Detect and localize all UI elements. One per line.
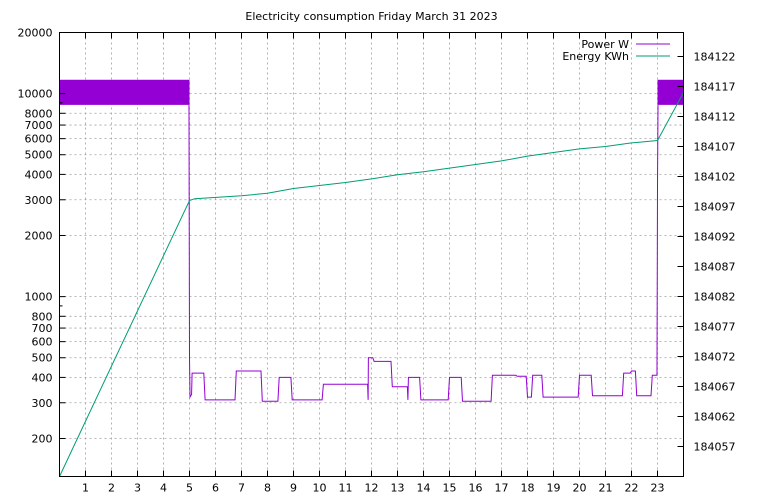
x-tick-label: 15	[443, 482, 457, 495]
legend-label: Power W	[581, 38, 629, 51]
y-left-tick-label: 500	[32, 352, 53, 365]
y-left-tick-label: 600	[32, 336, 53, 349]
x-tick-label: 6	[212, 482, 219, 495]
x-tick-label: 19	[547, 482, 561, 495]
y-right-tick-label: 184072	[694, 351, 736, 364]
x-tick-label: 22	[625, 482, 639, 495]
x-tick-label: 12	[365, 482, 379, 495]
y-left-tick-label: 20000	[18, 27, 53, 40]
x-tick-label: 14	[417, 482, 431, 495]
y-right-tick-label: 184117	[694, 81, 736, 94]
x-tick-label: 20	[573, 482, 587, 495]
x-tick-label: 2	[108, 482, 115, 495]
x-tick-label: 5	[186, 482, 193, 495]
energy-line	[59, 92, 684, 477]
y-left-tick-label: 3000	[25, 194, 53, 207]
x-tick-label: 13	[391, 482, 405, 495]
x-tick-label: 17	[495, 482, 509, 495]
x-tick-label: 4	[160, 482, 167, 495]
y-left-tick-label: 5000	[25, 149, 53, 162]
x-tick-label: 9	[290, 482, 297, 495]
x-tick-label: 1	[82, 482, 89, 495]
y-left-tick-label: 400	[32, 371, 53, 384]
y-right-tick-label: 184092	[694, 231, 736, 244]
y-right-tick-label: 184077	[694, 321, 736, 334]
y-left-tick-label: 10000	[18, 88, 53, 101]
y-right-tick-label: 184097	[694, 201, 736, 214]
x-tick-label: 16	[469, 482, 483, 495]
x-tick-label: 10	[313, 482, 327, 495]
y-left-tick-label: 800	[32, 310, 53, 323]
y-left-tick-label: 4000	[25, 168, 53, 181]
ticks: 1 2 3 4 5 6 7 8 9 10 11 12 13 14 15 16 17 18 19 20 21 22 23200…	[18, 27, 736, 495]
y-right-tick-label: 184062	[694, 411, 736, 424]
y-right-tick-label: 184057	[694, 441, 736, 454]
y-right-tick-label: 184087	[694, 261, 736, 274]
legend-label: Energy KWh	[562, 50, 629, 63]
x-tick-label: 18	[521, 482, 535, 495]
y-right-tick-label: 184102	[694, 171, 736, 184]
y-right-tick-label: 184107	[694, 141, 736, 154]
y-left-tick-label: 300	[32, 397, 53, 410]
y-right-tick-label: 184082	[694, 291, 736, 304]
x-tick-label: 7	[238, 482, 245, 495]
power-line	[188, 104, 659, 402]
x-tick-label: 23	[651, 482, 665, 495]
y-left-tick-label: 6000	[25, 133, 53, 146]
power-band	[657, 79, 684, 105]
y-right-tick-label: 184067	[694, 381, 736, 394]
series-layer	[59, 79, 684, 477]
x-tick-label: 3	[134, 482, 141, 495]
y-left-tick-label: 1000	[25, 291, 53, 304]
y-right-tick-label: 184112	[694, 111, 736, 124]
x-tick-label: 8	[264, 482, 271, 495]
y-left-tick-label: 2000	[25, 230, 53, 243]
chart-title: Electricity consumption Friday March 31 …	[245, 10, 497, 23]
x-tick-label: 11	[339, 482, 353, 495]
y-right-tick-label: 184122	[694, 51, 736, 64]
y-left-tick-label: 200	[32, 433, 53, 446]
power-band	[59, 79, 190, 105]
x-tick-label: 21	[599, 482, 613, 495]
y-left-tick-label: 8000	[25, 107, 53, 120]
y-left-tick-label: 700	[32, 322, 53, 335]
y-left-tick-label: 7000	[25, 119, 53, 132]
